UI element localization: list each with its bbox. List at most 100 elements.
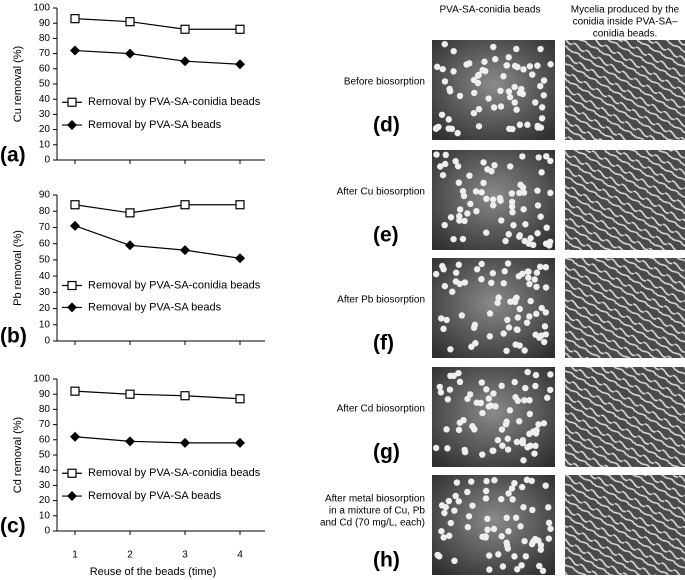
marker-diamond — [125, 48, 135, 59]
column-header: conidia beads. — [593, 29, 658, 40]
bead — [542, 482, 549, 489]
y-tick-label: 60 — [39, 238, 51, 249]
y-tick-label: 20 — [39, 124, 51, 135]
bead — [501, 268, 508, 275]
marker-square — [125, 389, 135, 399]
bead — [521, 397, 528, 404]
marker-square — [70, 200, 80, 210]
bead — [472, 188, 480, 195]
bead — [523, 319, 531, 326]
bead — [511, 99, 518, 106]
series-line — [74, 225, 241, 259]
bead — [483, 229, 490, 236]
y-tick-label: 0 — [44, 155, 50, 166]
bead — [532, 442, 539, 450]
bead — [504, 260, 512, 267]
bead — [455, 426, 463, 434]
bead — [450, 47, 457, 55]
y-tick-label: 50 — [39, 255, 51, 266]
marker-diamond — [70, 45, 80, 56]
bead — [526, 410, 534, 418]
bead — [542, 284, 550, 291]
bead — [464, 395, 471, 403]
bead — [484, 515, 491, 522]
bead — [479, 533, 486, 540]
bead — [519, 153, 526, 160]
bead — [540, 338, 548, 346]
bead — [515, 418, 523, 425]
bead — [534, 124, 542, 131]
bead — [531, 276, 538, 283]
y-tick-label: 50 — [39, 450, 51, 461]
bead — [447, 214, 455, 221]
bead — [537, 542, 545, 549]
bead — [525, 268, 532, 275]
bead — [452, 492, 459, 500]
bead — [491, 477, 498, 484]
y-tick-label: 40 — [39, 94, 51, 105]
bead — [509, 209, 516, 216]
bead — [498, 217, 505, 224]
bead — [483, 386, 490, 393]
bead — [526, 313, 533, 320]
bead — [526, 280, 533, 288]
bead — [490, 43, 497, 51]
bead — [445, 125, 452, 132]
bead — [450, 68, 457, 75]
bead — [509, 496, 516, 503]
bead — [455, 498, 462, 505]
bead — [543, 153, 550, 160]
bead — [444, 396, 452, 403]
bead — [458, 312, 466, 319]
bead — [470, 76, 478, 84]
marker-square — [67, 280, 77, 291]
bead — [507, 298, 514, 305]
panel-letter: (h) — [373, 549, 400, 572]
bead — [520, 206, 527, 213]
bead — [521, 537, 528, 545]
bead — [545, 519, 553, 527]
y-tick-label: 30 — [39, 109, 51, 120]
marker-square — [180, 391, 190, 401]
bead — [484, 166, 491, 173]
bead — [523, 476, 531, 484]
y-tick-label: 40 — [39, 271, 51, 282]
photo-label: After Cu biosorption — [337, 187, 425, 198]
bead — [505, 528, 512, 535]
bead — [481, 58, 488, 65]
bead — [484, 526, 491, 533]
y-tick-label: 100 — [33, 374, 50, 385]
y-tick-label: 10 — [39, 510, 51, 521]
bead — [467, 200, 474, 208]
y-tick-label: 90 — [39, 190, 51, 201]
bead — [477, 399, 484, 407]
bead — [542, 240, 550, 247]
bead — [446, 85, 453, 93]
bead — [487, 402, 494, 409]
x-axis-label: Reuse of the beads (time) — [90, 566, 217, 578]
bead — [454, 129, 461, 137]
bead — [435, 123, 442, 131]
bead — [547, 386, 554, 394]
bead — [497, 103, 505, 110]
bead — [547, 189, 554, 197]
bead — [534, 230, 541, 237]
bead — [491, 162, 498, 169]
bead — [537, 82, 544, 90]
photo-label: and Cd (70 mg/L, each) — [320, 518, 425, 529]
marker-diamond — [70, 220, 80, 231]
bead — [460, 416, 467, 424]
bead — [483, 195, 490, 203]
bead — [532, 99, 539, 106]
bead — [537, 213, 544, 220]
bead — [542, 263, 550, 271]
bead — [518, 483, 526, 491]
y-tick-label: 0 — [44, 526, 50, 537]
bead — [502, 420, 510, 428]
bead — [533, 427, 540, 434]
y-tick-label: 50 — [39, 79, 51, 90]
bead — [508, 203, 516, 210]
bead — [432, 270, 440, 278]
bead — [459, 235, 467, 243]
bead — [444, 445, 451, 452]
